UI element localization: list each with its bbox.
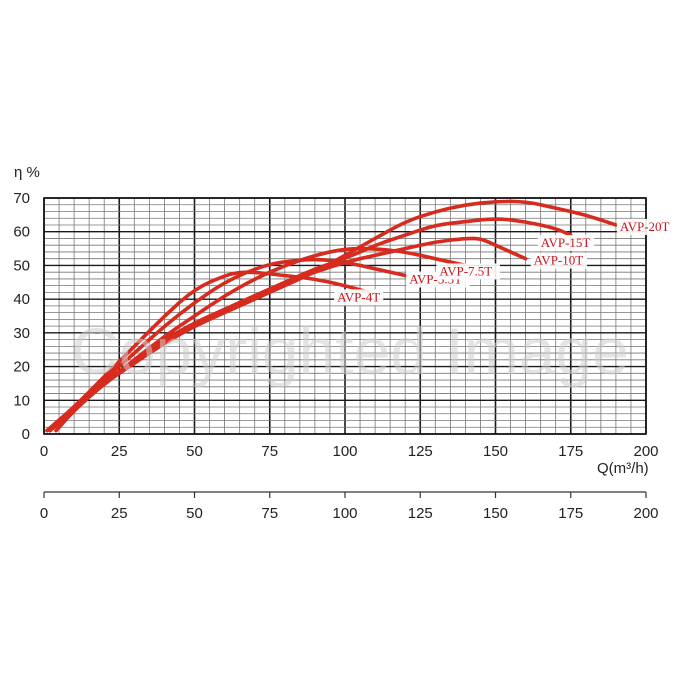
series-label-bg-avp-10t (530, 252, 587, 269)
secondary-x-tick-label: 75 (261, 505, 278, 522)
x-axis-title: Q(m³/h) (597, 460, 649, 477)
secondary-x-tick-label: 175 (558, 505, 583, 522)
secondary-x-tick-label: 150 (483, 505, 508, 522)
x-tick-label: 75 (261, 443, 278, 460)
secondary-x-tick-label: 0 (40, 505, 48, 522)
series-label-bg-avp-4t (334, 289, 384, 306)
series-label-avp-15t: AVP-15T (541, 235, 591, 250)
y-axis-title: η % (14, 164, 40, 181)
watermark: Copyrighted Image (71, 314, 629, 388)
y-tick-label: 40 (13, 291, 30, 308)
secondary-x-tick-label: 25 (111, 505, 128, 522)
x-tick-label: 25 (111, 443, 128, 460)
series-label-bg-avp-7-5t (436, 263, 500, 280)
series-label-avp-7-5t: AVP-7.5T (439, 263, 492, 278)
y-tick-label: 30 (13, 325, 30, 342)
y-tick-label: 50 (13, 257, 30, 274)
x-tick-label: 100 (332, 443, 357, 460)
plot-border (43, 197, 647, 435)
y-tick-label: 20 (13, 359, 30, 376)
series-label-bg-avp-15t (537, 235, 595, 252)
series-layer (45, 199, 618, 433)
x-tick-label: 125 (408, 443, 433, 460)
x-tick-label: 0 (40, 443, 48, 460)
secondary-x-tick-label: 125 (408, 505, 433, 522)
secondary-x-tick-label: 50 (186, 505, 203, 522)
series-label-avp-10t: AVP-10T (534, 253, 584, 268)
secondary-x-tick-label: 100 (332, 505, 357, 522)
series-label-avp-20t: AVP-20T (620, 219, 670, 234)
plot-grid (43, 197, 647, 435)
series-label-layer: AVP-4TAVP-5.5TAVP-7.5TAVP-10TAVP-15TAVP-… (334, 218, 674, 306)
series-line-avp-20t (57, 199, 618, 430)
tick-layer: 0 10 20 30 40 50 60 70 0 25 50 75 100 125 150 175 200 0 25… (13, 190, 658, 522)
secondary-x-tick-label: 200 (633, 505, 658, 522)
y-tick-label: 10 (13, 392, 30, 409)
x-tick-label: 175 (558, 443, 583, 460)
series-label-bg-avp-20t (616, 218, 674, 235)
y-tick-label: 0 (22, 426, 30, 443)
x-tick-label: 50 (186, 443, 203, 460)
y-tick-label: 70 (13, 190, 30, 207)
x-tick-label: 200 (633, 443, 658, 460)
x-tick-label: 150 (483, 443, 508, 460)
series-label-avp-4t: AVP-4T (337, 289, 380, 304)
y-tick-label: 60 (13, 224, 30, 241)
